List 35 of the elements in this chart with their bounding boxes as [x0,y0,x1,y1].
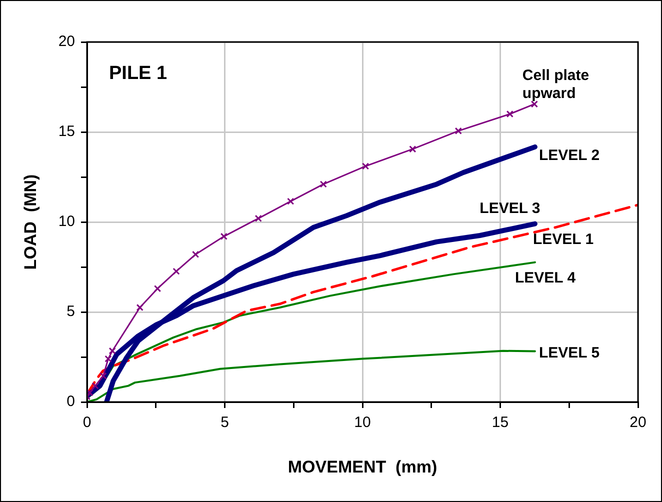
x-tick-label: 15 [492,414,509,432]
x-tick-label: 20 [630,414,646,432]
point [192,250,200,258]
point [506,110,514,118]
point [172,268,180,275]
series-label: LEVEL 4 [514,269,576,286]
y-axis-title: LOAD (MN) [20,174,40,270]
series-label: LEVEL 5 [538,344,600,362]
x-tick-label: 5 [220,414,229,432]
y-tick-label: 15 [58,123,75,140]
point [320,180,327,188]
y-tick-label: 20 [58,33,75,50]
x-tick-label: 10 [354,414,371,432]
series-label: LEVEL 2 [538,147,600,164]
y-tick-label: 0 [66,393,75,410]
point [104,355,112,362]
point [454,127,462,134]
series-label: LEVEL 1 [533,231,594,248]
point [100,372,107,380]
point [108,347,116,354]
point [220,232,228,240]
annotation: PILE 1 [109,63,168,84]
x-axis-title: MOVEMENT (mm) [288,457,438,476]
point [362,162,370,170]
x-tick-label: 0 [82,414,92,432]
series-label: Cell plate upward [522,67,590,102]
series-label: LEVEL 3 [480,200,540,217]
point [287,198,294,205]
y-tick-label: 5 [66,303,75,320]
point [254,214,262,222]
point [136,304,144,312]
y-tick-label: 10 [58,213,75,230]
point [92,382,99,390]
point [154,285,162,292]
point [409,146,416,153]
